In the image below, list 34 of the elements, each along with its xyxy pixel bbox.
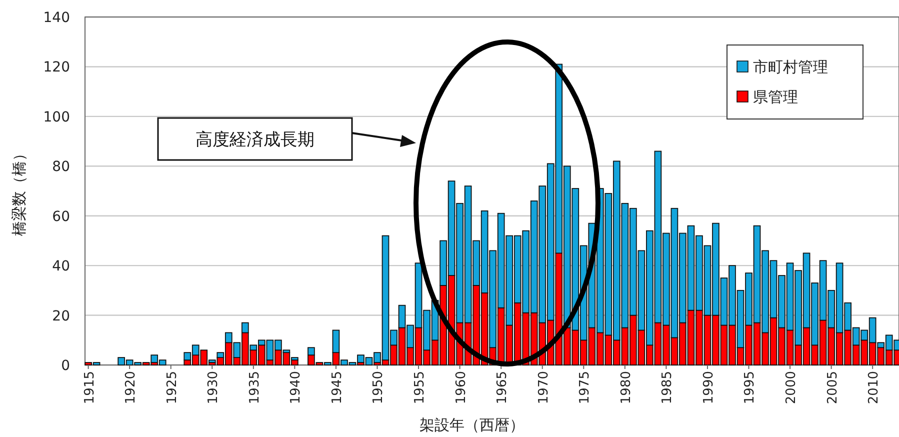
x-tick-label: 1955 [412,371,428,404]
x-tick-label: 1940 [288,371,304,404]
annotation: 高度経済成長期 [157,117,353,161]
x-tick-label: 1935 [247,371,262,404]
y-tick-label: 40 [52,258,70,275]
x-axis-title: 架設年（西暦） [420,416,524,434]
x-tick-label: 1975 [578,371,593,404]
x-tick-label: 1960 [454,371,469,404]
x-tick-label: 1925 [164,371,180,404]
x-tick-label: 1970 [536,371,552,404]
y-axis-title: 橋梁数（橋） [10,146,28,236]
x-tick-label: 1945 [330,371,345,404]
y-tick-label: 60 [52,208,70,225]
legend-label: 市町村管理 [753,58,828,76]
x-tick-label: 1965 [495,371,510,404]
x-tick-label: 1950 [371,371,386,404]
x-tick-label: 2010 [866,371,882,404]
x-tick-label: 2005 [825,371,840,404]
y-tick-label: 100 [43,109,70,126]
y-tick-label: 0 [61,358,70,374]
x-tick-label: 1990 [701,371,716,404]
x-tick-label: 1930 [206,371,222,404]
y-tick-label: 80 [52,159,70,176]
x-tick-label: 1995 [742,371,758,404]
x-tick-label: 1920 [124,371,139,404]
y-tick-label: 120 [43,60,70,76]
x-tick-label: 1915 [82,371,98,404]
legend-label: 県管理 [753,88,798,106]
x-tick-label: 1985 [660,371,676,404]
annotation: 高度経済成長期 [196,130,314,150]
x-tick-label: 2000 [784,371,800,404]
x-tick-label: 1980 [618,371,634,404]
y-tick-label: 140 [43,10,70,26]
y-tick-label: 20 [52,308,70,324]
